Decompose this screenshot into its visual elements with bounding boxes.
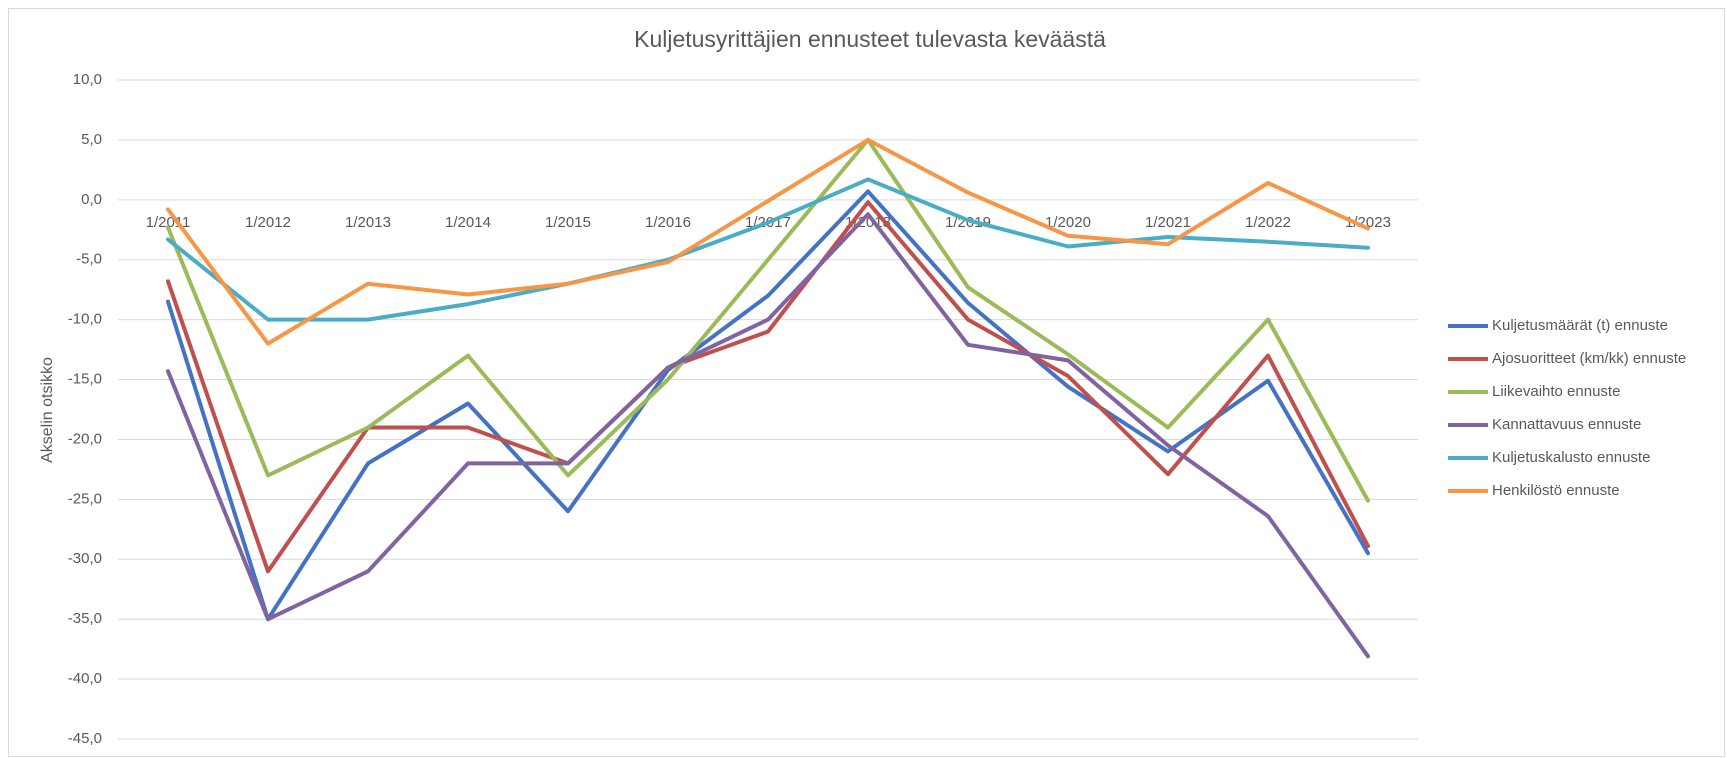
y-tick-label: -40,0 [68, 670, 102, 687]
x-tick-label: 1/2015 [545, 214, 591, 231]
legend-label: Ajosuoritteet (km/kk) ennuste [1492, 350, 1686, 367]
y-tick-label: -20,0 [68, 430, 102, 447]
y-tick-label: -15,0 [68, 371, 102, 388]
series-line [166, 177, 1370, 322]
legend-label: Kuljetusmäärät (t) ennuste [1492, 317, 1668, 334]
series-line [166, 212, 1370, 659]
x-tick-label: 1/2021 [1145, 214, 1191, 231]
chart-title: Kuljetusyrittäjien ennusteet tulevasta k… [634, 26, 1106, 52]
x-tick-label: 1/2016 [645, 214, 691, 231]
y-tick-label: 0,0 [81, 191, 102, 208]
x-tick-label: 1/2019 [945, 214, 991, 231]
legend-label: Henkilöstö ennuste [1492, 482, 1620, 499]
y-tick-label: -5,0 [76, 251, 102, 268]
y-tick-label: -25,0 [68, 490, 102, 507]
x-tick-label: 1/2012 [245, 214, 291, 231]
y-tick-label: -10,0 [68, 311, 102, 328]
y-tick-label: 10,0 [73, 71, 102, 88]
x-tick-label: 1/2013 [345, 214, 391, 231]
legend-label: Liikevaihto ennuste [1492, 383, 1620, 400]
chart-frame [8, 8, 1725, 757]
y-tick-label: -35,0 [68, 610, 102, 627]
x-tick-label: 1/2020 [1045, 214, 1091, 231]
y-tick-label: -30,0 [68, 550, 102, 567]
y-tick-label: 5,0 [81, 131, 102, 148]
series-line [166, 189, 1370, 622]
x-tick-label: 1/2023 [1345, 214, 1391, 231]
y-axis-title: Akselin otsikko [39, 357, 56, 463]
y-tick-label: -45,0 [68, 730, 102, 747]
legend-label: Kuljetuskalusto ennuste [1492, 449, 1650, 466]
series-line [166, 137, 1370, 346]
legend-label: Kannattavuus ennuste [1492, 416, 1641, 433]
series-line [166, 137, 1370, 503]
x-tick-label: 1/2022 [1245, 214, 1291, 231]
x-tick-label: 1/2014 [445, 214, 491, 231]
